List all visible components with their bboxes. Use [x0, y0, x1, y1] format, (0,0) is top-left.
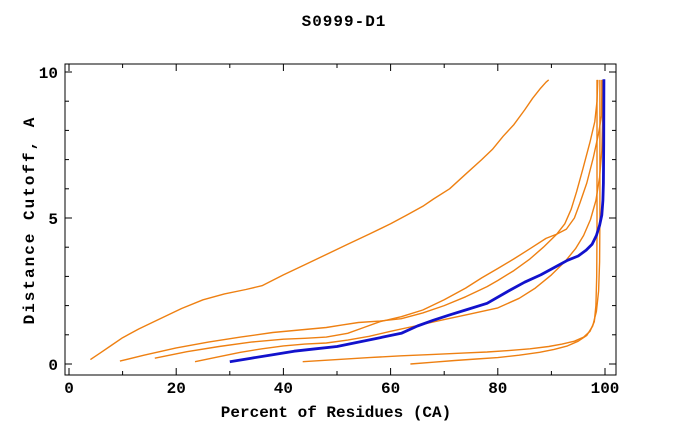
curve-model-4 [194, 79, 604, 363]
axis-frame [64, 63, 617, 376]
y-axis-label: Distance Cutoff, A [21, 115, 39, 325]
curve-model-3 [154, 79, 603, 359]
chart-title: S0999-D1 [301, 13, 387, 31]
x-tick-label: 40 [274, 380, 293, 398]
curve-model-6 [410, 79, 601, 365]
y-tick-label: 0 [48, 357, 58, 375]
y-tick-label: 10 [39, 65, 58, 83]
curve-model-2 [119, 79, 599, 362]
x-tick-label: 80 [488, 380, 507, 398]
x-tick-label: 20 [167, 380, 186, 398]
x-axis-label: Percent of Residues (CA) [220, 404, 452, 422]
curve-model-5 [302, 79, 598, 363]
curve-model-highlighted [229, 79, 606, 364]
curve-model-1-worst [90, 79, 550, 361]
y-tick-label: 5 [48, 211, 58, 229]
x-tick-label: 100 [591, 380, 620, 398]
x-tick-label: 0 [64, 380, 74, 398]
x-tick-label: 60 [381, 380, 400, 398]
